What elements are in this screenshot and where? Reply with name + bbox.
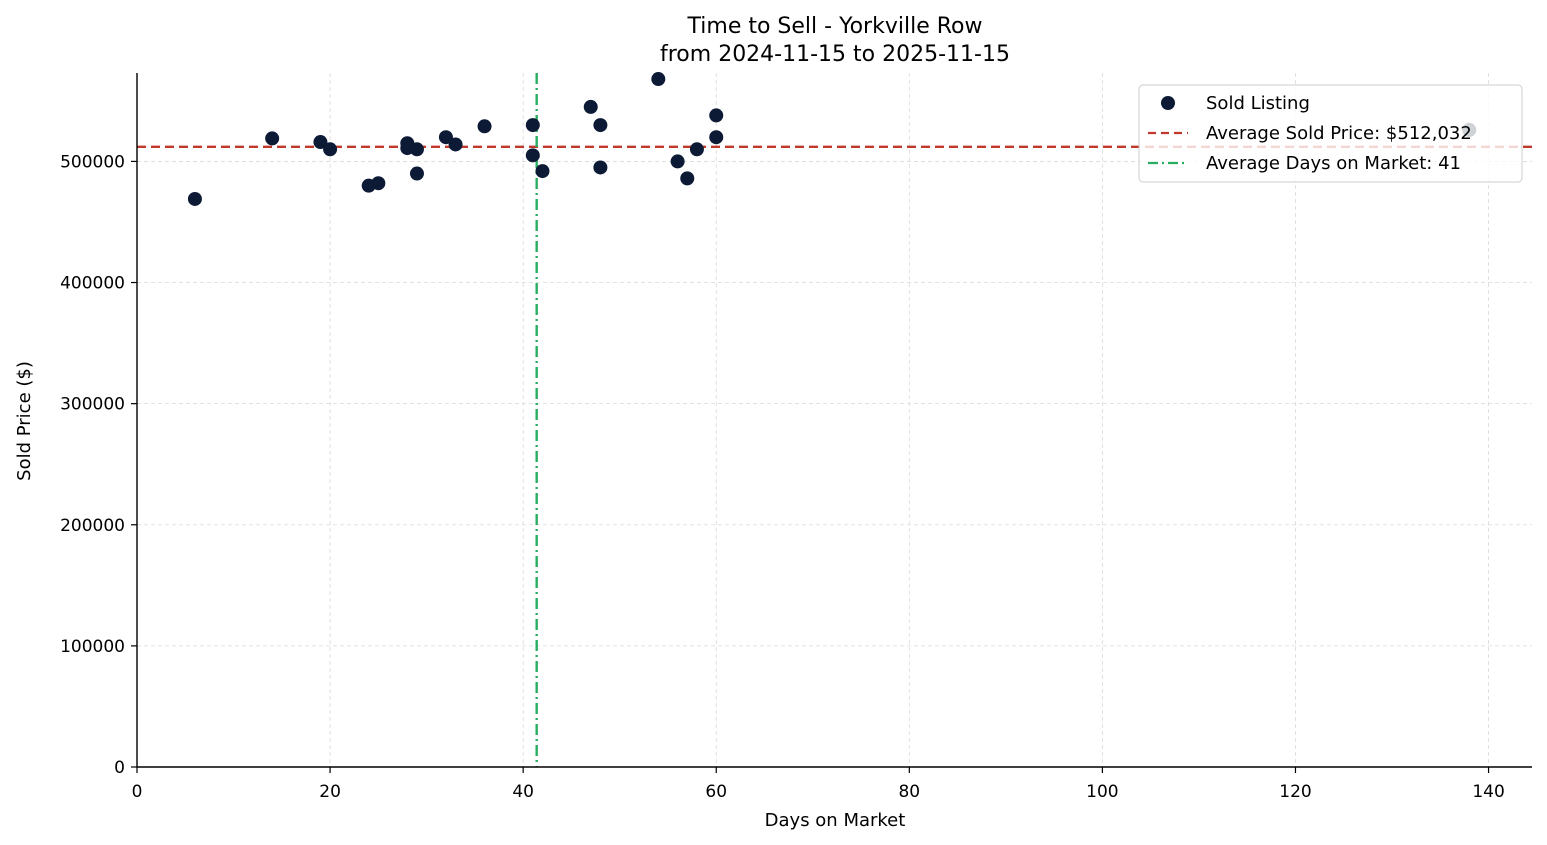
scatter-point — [448, 137, 463, 152]
legend-label-avg-price: Average Sold Price: $512,032 — [1206, 123, 1472, 144]
scatter-point — [409, 166, 424, 181]
y-axis-label: Sold Price ($) — [14, 361, 35, 481]
scatter-point — [583, 99, 598, 114]
y-tick-label: 200000 — [60, 516, 125, 536]
y-tick-label: 0 — [114, 758, 125, 778]
scatter-point — [525, 118, 540, 133]
grid-lines — [137, 73, 1532, 767]
scatter-point — [371, 176, 386, 191]
x-tick-label: 40 — [512, 782, 534, 802]
x-tick-label: 20 — [319, 782, 341, 802]
scatter-point — [313, 135, 328, 150]
axis-ticks: 0 20 40 60 80 100 120 140 0 100000 200000 300000 400… — [60, 152, 1505, 802]
chart-subtitle: from 2024-11-15 to 2025-11-15 — [660, 42, 1010, 67]
scatter-point — [525, 148, 540, 163]
scatter-point — [709, 130, 724, 145]
legend-box — [1138, 84, 1523, 183]
scatter-point — [477, 119, 492, 134]
scatter-point — [187, 191, 202, 206]
scatter-points — [187, 72, 1477, 206]
legend-marker-sold-listing — [1161, 96, 1175, 110]
x-tick-label: 100 — [1086, 782, 1118, 802]
scatter-point — [593, 160, 608, 175]
scatter-point — [709, 108, 724, 123]
y-tick-label: 500000 — [60, 152, 125, 172]
scatter-point — [593, 118, 608, 133]
x-tick-label: 140 — [1472, 782, 1504, 802]
scatter-point — [409, 142, 424, 157]
scatter-point — [323, 142, 338, 157]
y-tick-label: 400000 — [60, 274, 125, 294]
legend: Sold Listing Average Sold Price: $512,03… — [1138, 84, 1523, 183]
x-tick-label: 60 — [705, 782, 727, 802]
scatter-point — [535, 164, 550, 179]
chart-title: Time to Sell - Yorkville Row — [687, 14, 983, 39]
scatter-point — [265, 131, 280, 146]
x-tick-label: 0 — [132, 782, 143, 802]
y-tick-label: 100000 — [60, 637, 125, 657]
legend-label-sold-listing: Sold Listing — [1206, 93, 1310, 114]
axes — [136, 73, 1532, 768]
scatter-point — [651, 72, 666, 87]
legend-label-avg-days: Average Days on Market: 41 — [1206, 153, 1461, 174]
y-tick-label: 300000 — [60, 395, 125, 415]
scatter-point — [438, 130, 453, 145]
x-tick-label: 80 — [898, 782, 920, 802]
scatter-point — [670, 154, 685, 169]
x-tick-label: 120 — [1279, 782, 1311, 802]
x-axis-label: Days on Market — [765, 810, 906, 831]
scatter-point — [680, 171, 695, 186]
scatter-point — [689, 142, 704, 157]
